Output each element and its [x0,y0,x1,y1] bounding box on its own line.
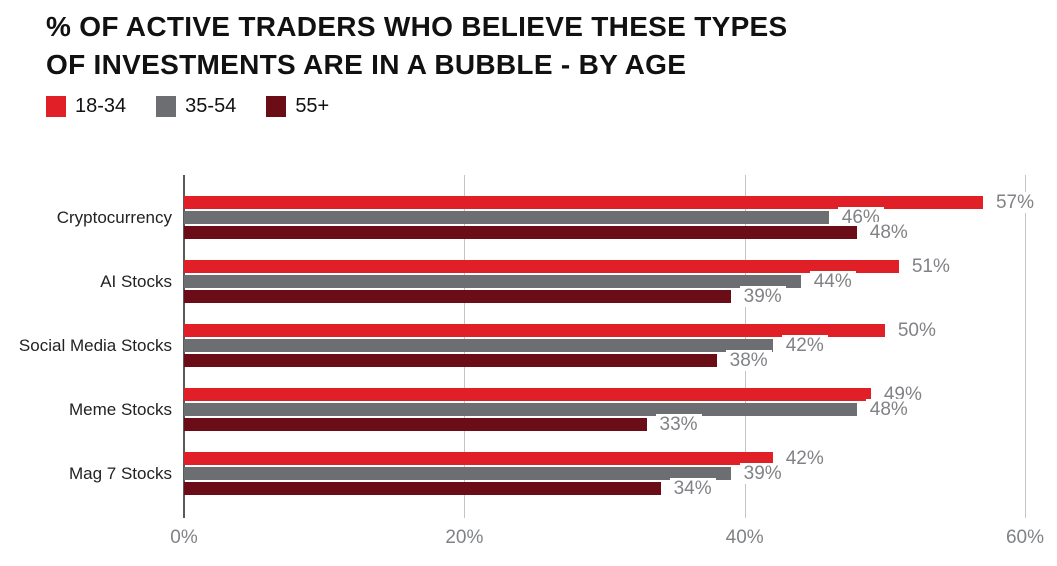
chart-title-line-1: % OF ACTIVE TRADERS WHO BELIEVE THESE TY… [46,11,788,42]
bar-value-ai-stocks-35-54: 44% [809,271,856,292]
bar-cryptocurrency-55 [184,226,857,239]
legend-item-35-54: 35-54 [156,96,236,117]
bar-meme-stocks-18-34 [184,388,871,401]
bar-value-mag-7-stocks-18-34: 42% [781,448,828,469]
bar-row-meme-stocks-55: 33% [184,414,702,435]
bar-row-social-media-stocks-35-54: 42% [184,335,828,356]
legend-item-18-34: 18-34 [46,96,126,117]
legend-label-18-34: 18-34 [75,95,127,117]
category-label-cryptocurrency: Cryptocurrency [56,207,172,227]
legend-label-55: 55+ [295,95,330,117]
category-label-social-media-stocks: Social Media Stocks [18,335,172,355]
bar-row-ai-stocks-35-54: 44% [184,271,856,292]
bar-cryptocurrency-18-34 [184,196,983,209]
bar-social-media-stocks-18-34 [184,324,885,337]
x-tick-label-60%: 60% [1005,527,1045,548]
bar-value-ai-stocks-18-34: 51% [907,256,954,277]
bar-social-media-stocks-35-54 [184,339,773,352]
x-tick-label-20%: 20% [445,527,484,548]
category-label-mag-7-stocks: Mag 7 Stocks [69,463,172,483]
bar-mag-7-stocks-55 [184,482,661,495]
chart-title: % OF ACTIVE TRADERS WHO BELIEVE THESE TY… [46,8,788,84]
bar-row-ai-stocks-18-34: 51% [184,256,954,277]
bar-ai-stocks-35-54 [184,275,801,288]
category-label-meme-stocks: Meme Stocks [69,399,172,419]
bar-cryptocurrency-35-54 [184,211,829,224]
bar-social-media-stocks-55 [184,354,717,367]
bar-row-cryptocurrency-18-34: 57% [184,192,1038,213]
bar-value-meme-stocks-55: 33% [655,414,702,435]
bar-value-social-media-stocks-35-54: 42% [781,335,828,356]
legend-swatch-55 [266,96,287,117]
bar-meme-stocks-35-54 [184,403,857,416]
bar-row-cryptocurrency-55: 48% [184,222,912,243]
legend-label-35-54: 35-54 [185,95,237,117]
bar-meme-stocks-55 [184,418,647,431]
bar-mag-7-stocks-35-54 [184,467,731,480]
bar-mag-7-stocks-18-34 [184,452,773,465]
legend-swatch-35-54 [156,96,177,117]
bar-value-ai-stocks-55: 39% [739,286,786,307]
x-tick-label-40%: 40% [725,527,764,548]
bar-value-cryptocurrency-18-34: 57% [991,192,1038,213]
bar-row-ai-stocks-55: 39% [184,286,786,307]
bar-row-meme-stocks-35-54: 48% [184,399,912,420]
bar-row-meme-stocks-18-34: 49% [184,384,926,405]
bar-row-social-media-stocks-55: 38% [184,350,772,371]
category-label-ai-stocks: AI Stocks [100,271,172,291]
bar-row-mag-7-stocks-55: 34% [184,478,716,499]
bar-value-social-media-stocks-55: 38% [725,350,772,371]
bar-row-social-media-stocks-18-34: 50% [184,320,940,341]
chart-title-line-2: OF INVESTMENTS ARE IN A BUBBLE - BY AGE [46,49,687,80]
bar-value-mag-7-stocks-35-54: 39% [739,463,786,484]
legend-item-55: 55+ [266,96,329,117]
bar-value-social-media-stocks-18-34: 50% [893,320,940,341]
bar-ai-stocks-55 [184,290,731,303]
bar-value-cryptocurrency-55: 48% [865,222,912,243]
plot-area: 0% 20% 40% 60% Cryptocurrency 57% 46% 48% AI Sto… [19,175,1044,548]
x-tick-label-0%: 0% [170,527,198,548]
bar-value-mag-7-stocks-55: 34% [669,478,716,499]
legend: 18-34 35-54 55+ [46,96,329,117]
bar-ai-stocks-18-34 [184,260,899,273]
x-gridline-60% [1025,175,1026,518]
legend-swatch-18-34 [46,96,66,117]
bar-value-meme-stocks-35-54: 48% [865,399,912,420]
bar-row-cryptocurrency-35-54: 46% [184,207,884,228]
bar-row-mag-7-stocks-18-34: 42% [184,448,828,469]
bar-row-mag-7-stocks-35-54: 39% [184,463,786,484]
